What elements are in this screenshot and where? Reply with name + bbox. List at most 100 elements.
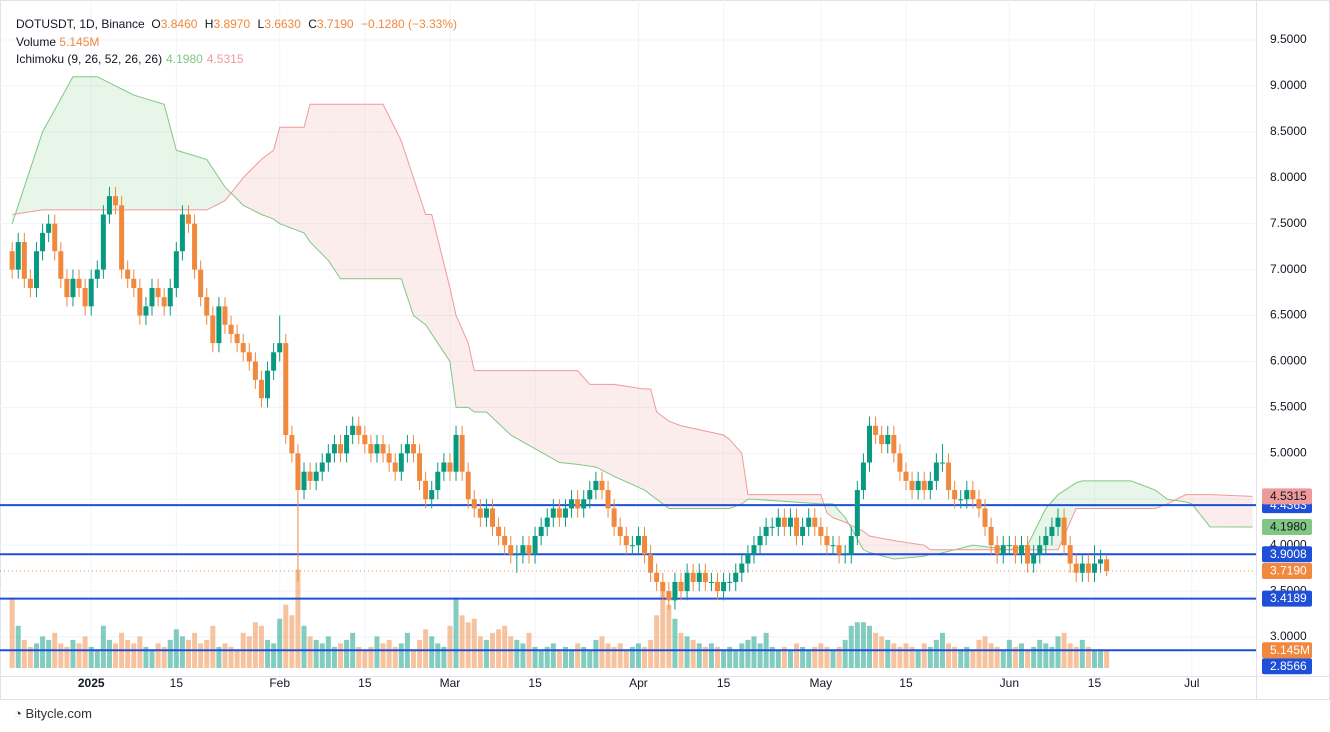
cloud-fill bbox=[413, 177, 426, 325]
volume-bar bbox=[952, 646, 958, 668]
candle-body bbox=[1006, 545, 1012, 547]
candle-body bbox=[301, 471, 307, 491]
candle-body bbox=[289, 434, 295, 454]
candle-body bbox=[125, 269, 131, 279]
volume-bar bbox=[1067, 643, 1073, 668]
candle-body bbox=[338, 444, 344, 454]
volume-bar bbox=[1098, 650, 1104, 668]
candle-body bbox=[526, 545, 532, 555]
candle-body bbox=[477, 508, 483, 518]
volume-bar bbox=[1091, 650, 1097, 668]
candle-body bbox=[642, 536, 648, 555]
volume-bar bbox=[137, 636, 143, 668]
x-tick-label: 15 bbox=[358, 676, 372, 690]
candle-body bbox=[933, 462, 939, 481]
candle-body bbox=[514, 554, 520, 556]
cloud-fill bbox=[656, 411, 669, 509]
volume-bar bbox=[787, 650, 793, 668]
candle-body bbox=[228, 324, 234, 334]
candle-body bbox=[702, 572, 708, 582]
candle-body bbox=[368, 444, 374, 454]
price-badge-label: 4.1980 bbox=[1270, 520, 1307, 534]
candle-body bbox=[313, 471, 319, 481]
volume-bar bbox=[307, 636, 313, 668]
candle-body bbox=[520, 545, 526, 555]
volume-bar bbox=[386, 639, 392, 668]
value: 3.8970 bbox=[213, 17, 251, 31]
candle-body bbox=[76, 278, 82, 288]
candle-body bbox=[581, 499, 587, 509]
cloud-fill bbox=[383, 104, 402, 279]
cloud-fill bbox=[614, 384, 645, 491]
volume-bar bbox=[289, 615, 295, 668]
candle-body bbox=[824, 536, 830, 546]
x-tick-label: Apr bbox=[629, 676, 648, 690]
volume-bar bbox=[82, 636, 88, 668]
volume-bar bbox=[325, 636, 331, 668]
candle-body bbox=[556, 508, 562, 518]
candle-body bbox=[532, 536, 538, 555]
volume-bar bbox=[9, 597, 15, 668]
x-tick-label: 15 bbox=[170, 676, 184, 690]
candle-body bbox=[976, 499, 982, 509]
y-tick-label: 3.0000 bbox=[1270, 629, 1307, 643]
candle-body bbox=[739, 563, 745, 573]
candle-body bbox=[623, 536, 629, 546]
candle-body bbox=[1025, 545, 1031, 564]
volume-bar bbox=[27, 646, 33, 668]
cloud-fill bbox=[468, 343, 475, 412]
x-tick-label: 15 bbox=[899, 676, 913, 690]
footer: ◔ Bitycle.com bbox=[14, 706, 92, 721]
volume-bar bbox=[538, 650, 544, 668]
candle-body bbox=[575, 499, 581, 509]
candle-body bbox=[204, 297, 210, 316]
volume-bar bbox=[216, 646, 222, 668]
candle-body bbox=[733, 572, 739, 582]
candle-body bbox=[879, 434, 885, 445]
x-tick-label: May bbox=[810, 676, 833, 690]
volume-bar bbox=[684, 636, 690, 668]
cloud-fill bbox=[869, 536, 894, 559]
candle-body bbox=[854, 490, 860, 537]
cloud-fill bbox=[1185, 494, 1192, 504]
candle-body bbox=[325, 453, 331, 463]
y-tick-label: 8.5000 bbox=[1270, 124, 1307, 138]
cloud-fill bbox=[729, 439, 742, 509]
candle-body bbox=[745, 554, 751, 564]
cloud-fill bbox=[589, 384, 596, 468]
candle-body bbox=[569, 499, 575, 509]
volume-bar bbox=[964, 646, 970, 668]
volume-bar bbox=[125, 639, 131, 668]
cloud-fill bbox=[449, 287, 457, 408]
candle-body bbox=[435, 471, 441, 491]
candle-body bbox=[1012, 545, 1018, 555]
volume-bar bbox=[447, 625, 453, 668]
volume-bar bbox=[435, 643, 441, 668]
candle-body bbox=[143, 306, 149, 316]
volume-bar bbox=[508, 636, 514, 668]
x-tick-label: 15 bbox=[717, 676, 731, 690]
candle-body bbox=[198, 269, 204, 298]
volume-bar bbox=[629, 646, 635, 668]
brand: Bitycle.com bbox=[25, 706, 92, 721]
candle-body bbox=[423, 480, 429, 500]
volume-bar bbox=[380, 643, 386, 668]
cloud-fill bbox=[72, 76, 98, 210]
cloud-fill bbox=[753, 494, 821, 504]
candle-body bbox=[459, 434, 465, 472]
volume-bar bbox=[392, 646, 398, 668]
candle-body bbox=[873, 425, 879, 435]
price-badge-label: 5.145M bbox=[1270, 643, 1310, 657]
candle-body bbox=[1061, 517, 1067, 546]
candle-body bbox=[265, 370, 271, 399]
price-legend: DOTUSDT, 1D, Binance O3.8460 H3.8970 L3.… bbox=[16, 16, 461, 34]
volume-bar bbox=[398, 643, 404, 668]
cloud-fill bbox=[431, 214, 450, 362]
candle-body bbox=[319, 462, 325, 472]
candle-body bbox=[179, 214, 185, 252]
volume-bar bbox=[708, 643, 714, 668]
candle-body bbox=[1037, 545, 1043, 555]
volume-bar bbox=[338, 643, 344, 668]
candle-body bbox=[909, 480, 915, 491]
